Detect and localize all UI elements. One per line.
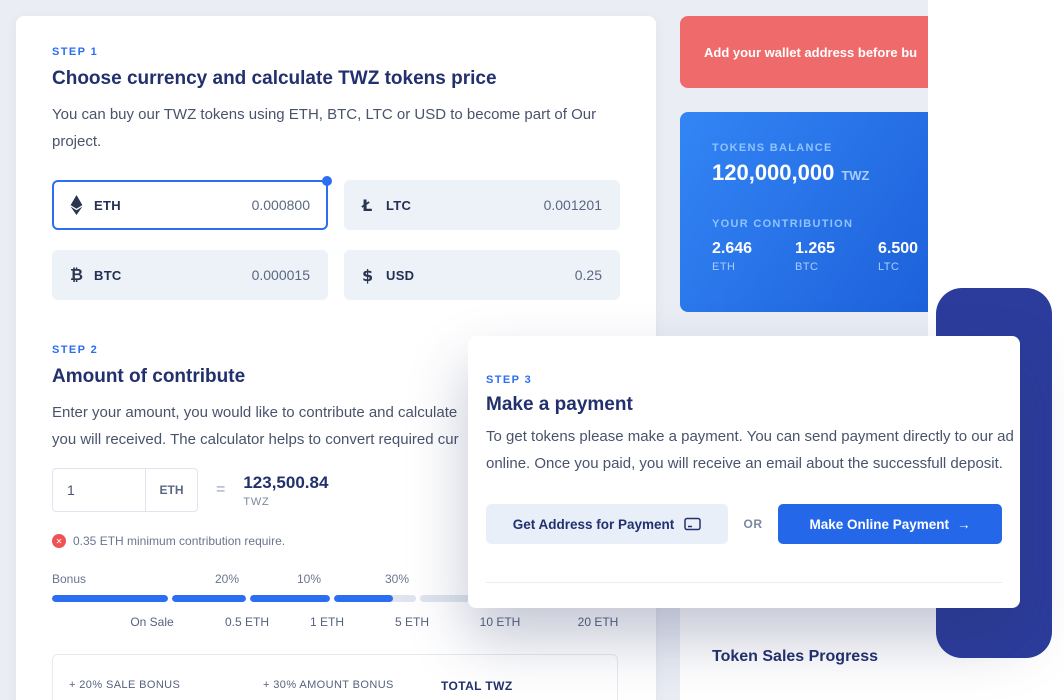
total-twz-label: TOTAL TWZ <box>441 679 513 693</box>
currency-rate: 0.000800 <box>251 197 310 213</box>
currency-code: BTC <box>94 267 122 283</box>
bonus-summary-box: + 20% SALE BONUS + 30% AMOUNT BONUS TOTA… <box>52 654 618 700</box>
step3-description-line1: To get tokens please make a payment. You… <box>486 428 1014 445</box>
payment-divider <box>486 582 1002 583</box>
scale-tick-10eth: 10 ETH <box>479 615 521 629</box>
step3-label: STEP 3 <box>486 374 533 386</box>
contribution-value: 6.500 <box>878 240 919 257</box>
contributions-row: 2.646 ETH 1.265 BTC 6.500 LTC <box>712 240 928 273</box>
bonus-tick-30: 30% <box>385 572 410 586</box>
tokens-balance-value: 120,000,000 <box>712 160 835 185</box>
result-value: 123,500.84 <box>243 472 329 492</box>
currency-option-btc[interactable]: ₿ BTC 0.000015 <box>52 250 328 300</box>
bitcoin-icon: ₿ <box>70 265 84 284</box>
contribution-eth: 2.646 ETH <box>712 240 795 273</box>
your-contribution-label: YOUR CONTRIBUTION <box>712 218 854 230</box>
contribution-unit: ETH <box>712 261 736 273</box>
ethereum-icon <box>70 195 94 215</box>
online-payment-button-label: Make Online Payment <box>809 516 950 532</box>
address-card-icon <box>684 517 702 531</box>
currency-code: ETH <box>94 197 121 213</box>
step1-label: STEP 1 <box>52 46 99 58</box>
amount-bonus-label: + 30% AMOUNT BONUS <box>263 679 394 691</box>
currency-code: LTC <box>386 197 412 213</box>
bonus-tick-10: 10% <box>297 572 322 586</box>
currency-rate: 0.000015 <box>251 267 310 283</box>
progress-segment <box>172 595 246 602</box>
currency-option-usd[interactable]: $ USD 0.25 <box>344 250 620 300</box>
contribution-value: 2.646 <box>712 240 753 257</box>
payment-actions-row: Get Address for Payment OR Make Online P… <box>486 504 1002 544</box>
scale-tick-onsale: On Sale <box>130 615 174 629</box>
result-unit: TWZ <box>243 495 270 508</box>
minimum-contribution-note: ✕ 0.35 ETH minimum contribution require. <box>52 534 285 548</box>
litecoin-icon: Ł <box>362 195 373 215</box>
contribution-ltc: 6.500 LTC <box>878 240 928 273</box>
bonus-label: Bonus <box>52 572 87 586</box>
step1-description-line2: project. <box>52 133 102 150</box>
tokens-balance-value-row: 120,000,000 TWZ <box>712 160 870 186</box>
scale-tick-5eth: 5 ETH <box>394 615 430 629</box>
contribution-value: 1.265 <box>795 240 836 257</box>
progress-segment <box>420 595 500 602</box>
currency-option-ltc[interactable]: Ł LTC 0.001201 <box>344 180 620 230</box>
tokens-balance-label: TOKENS BALANCE <box>712 142 833 154</box>
step2-title: Amount of contribute <box>52 366 246 387</box>
scale-tick-05eth: 0.5 ETH <box>224 615 270 629</box>
sale-bonus-label: + 20% SALE BONUS <box>69 679 181 691</box>
currency-rate: 0.001201 <box>543 197 602 213</box>
contribution-btc: 1.265 BTC <box>795 240 878 273</box>
amount-row: ETH = 123,500.84 TWZ <box>52 468 328 512</box>
step1-title: Choose currency and calculate TWZ tokens… <box>52 68 497 89</box>
selected-indicator-dot <box>322 176 332 186</box>
progress-segment <box>250 595 330 602</box>
amount-input[interactable] <box>53 469 145 511</box>
amount-input-box: ETH <box>52 468 198 512</box>
contribution-unit: LTC <box>878 261 900 273</box>
step2-description-line2: you will received. The calculator helps … <box>52 431 459 448</box>
currency-options: ETH 0.000800 Ł LTC 0.001201 ₿ BTC 0.0000… <box>52 176 620 300</box>
step3-title: Make a payment <box>486 394 633 415</box>
step1-description-line1: You can buy our TWZ tokens using ETH, BT… <box>52 106 597 123</box>
arrow-right-icon: → <box>957 516 971 532</box>
scale-tick-20eth: 20 ETH <box>577 615 619 629</box>
token-sales-progress-title: Token Sales Progress <box>712 648 878 665</box>
progress-segment <box>52 595 168 602</box>
make-online-payment-button[interactable]: Make Online Payment → <box>778 504 1002 544</box>
scale-tick-1eth: 1 ETH <box>309 615 345 629</box>
currency-rate: 0.25 <box>574 267 602 283</box>
contribution-unit: BTC <box>795 261 819 273</box>
progress-segment <box>334 595 416 602</box>
step3-description-line2: online. Once you paid, you will receive … <box>486 455 1003 472</box>
currency-code: USD <box>386 267 415 283</box>
conversion-result: 123,500.84 TWZ <box>243 473 328 508</box>
step2-label: STEP 2 <box>52 344 99 356</box>
bonus-tick-20: 20% <box>215 572 240 586</box>
step2-description-line1: Enter your amount, you would like to con… <box>52 404 458 421</box>
currency-option-eth[interactable]: ETH 0.000800 <box>52 176 332 230</box>
dollar-icon: $ <box>362 265 374 285</box>
error-icon: ✕ <box>52 534 66 548</box>
or-separator: OR <box>743 517 763 531</box>
minimum-contribution-text: 0.35 ETH minimum contribution require. <box>73 534 286 548</box>
tokens-balance-card: TOKENS BALANCE 120,000,000 TWZ YOUR CONT… <box>680 112 928 312</box>
get-address-button-label: Get Address for Payment <box>512 516 675 532</box>
equals-sign: = <box>216 481 226 498</box>
amount-unit-label: ETH <box>145 469 197 511</box>
payment-card: STEP 3 Make a payment To get tokens plea… <box>468 336 1020 608</box>
get-address-button[interactable]: Get Address for Payment <box>486 504 728 544</box>
wallet-address-alert[interactable]: Add your wallet address before bu <box>680 16 928 88</box>
tokens-balance-unit: TWZ <box>841 168 870 183</box>
